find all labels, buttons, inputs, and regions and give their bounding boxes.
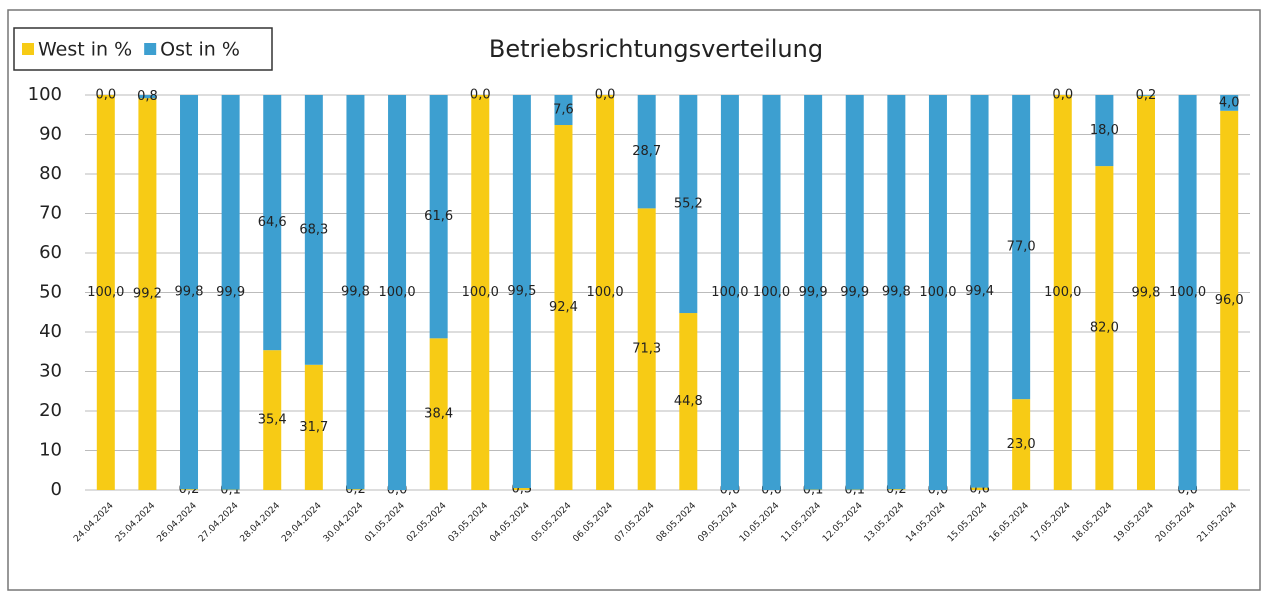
y-tick-label: 40 xyxy=(39,321,62,342)
value-label: 99,8 xyxy=(175,285,204,300)
value-label: 92,4 xyxy=(549,300,578,315)
legend-label: West in % xyxy=(38,39,132,61)
value-label: 44,8 xyxy=(674,394,703,409)
value-label: 0,8 xyxy=(137,89,158,104)
value-label: 99,9 xyxy=(799,285,828,300)
value-label: 99,9 xyxy=(216,285,245,300)
value-label: 82,0 xyxy=(1090,321,1119,336)
y-tick-label: 80 xyxy=(39,163,62,184)
y-tick-label: 10 xyxy=(39,440,62,461)
value-label: 96,0 xyxy=(1215,293,1244,308)
value-label: 61,6 xyxy=(424,209,453,224)
value-label: 68,3 xyxy=(299,222,328,237)
value-label: 23,0 xyxy=(1007,437,1036,452)
value-label: 99,2 xyxy=(133,287,162,302)
value-label: 71,3 xyxy=(632,342,661,357)
value-label: 28,7 xyxy=(632,144,661,159)
legend-swatch xyxy=(144,43,156,55)
value-label: 0,0 xyxy=(95,88,116,103)
y-tick-label: 100 xyxy=(28,84,62,105)
value-label: 99,8 xyxy=(1132,285,1161,300)
value-label: 100,0 xyxy=(462,285,499,300)
y-tick-label: 0 xyxy=(51,479,62,500)
value-label: 99,8 xyxy=(882,285,911,300)
value-label: 100,0 xyxy=(711,285,748,300)
value-label: 100,0 xyxy=(1044,285,1081,300)
y-tick-label: 20 xyxy=(39,400,62,421)
value-label: 100,0 xyxy=(753,285,790,300)
legend-label: Ost in % xyxy=(160,39,240,61)
value-label: 77,0 xyxy=(1007,240,1036,255)
value-label: 64,6 xyxy=(258,215,287,230)
value-label: 7,6 xyxy=(553,103,574,118)
value-label: 35,4 xyxy=(258,413,287,428)
value-label: 99,8 xyxy=(341,285,370,300)
y-tick-label: 70 xyxy=(39,203,62,224)
value-label: 100,0 xyxy=(378,285,415,300)
chart-title: Betriebsrichtungsverteilung xyxy=(489,35,823,63)
value-label: 55,2 xyxy=(674,197,703,212)
y-tick-label: 60 xyxy=(39,242,62,263)
value-label: 100,0 xyxy=(919,285,956,300)
value-label: 0,0 xyxy=(470,88,491,103)
y-tick-label: 50 xyxy=(39,282,62,303)
y-tick-label: 90 xyxy=(39,124,62,145)
value-label: 0,0 xyxy=(1052,88,1073,103)
value-label: 100,0 xyxy=(1169,285,1206,300)
value-label: 38,4 xyxy=(424,407,453,422)
legend-swatch xyxy=(22,43,34,55)
value-label: 99,4 xyxy=(965,284,994,299)
value-label: 0,2 xyxy=(1136,88,1157,103)
value-label: 4,0 xyxy=(1219,95,1240,110)
value-label: 100,0 xyxy=(87,285,124,300)
y-tick-label: 30 xyxy=(39,361,62,382)
value-label: 31,7 xyxy=(299,420,328,435)
value-label: 99,5 xyxy=(507,284,536,299)
value-label: 18,0 xyxy=(1090,123,1119,138)
value-label: 100,0 xyxy=(586,285,623,300)
value-label: 99,9 xyxy=(840,285,869,300)
value-label: 0,0 xyxy=(595,88,616,103)
